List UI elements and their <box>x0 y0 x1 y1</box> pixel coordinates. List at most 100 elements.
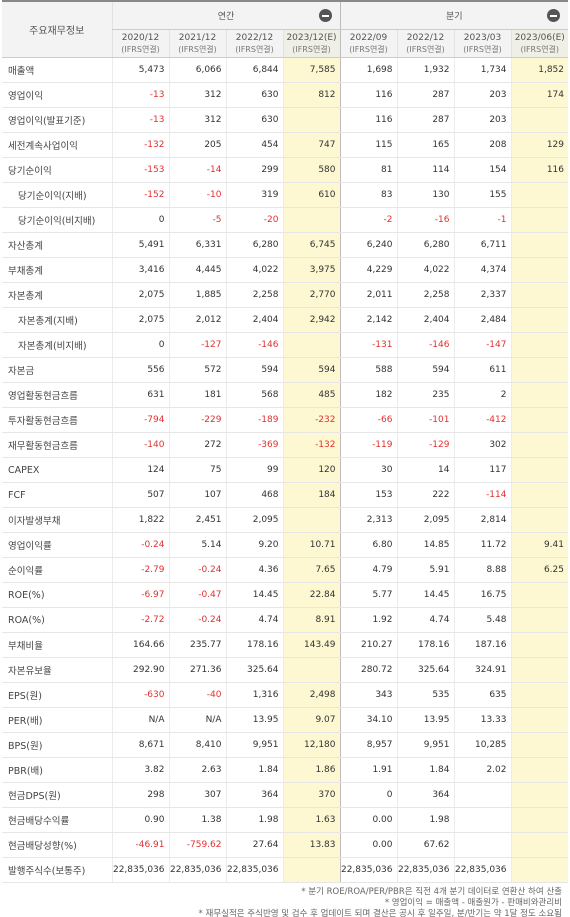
cell: 2,011 <box>339 282 397 308</box>
row-label: 영업활동현금흐름 <box>2 382 112 408</box>
cell <box>510 482 568 508</box>
cell: 14.85 <box>396 532 454 558</box>
cell: 812 <box>282 82 340 108</box>
cell: 8,671 <box>111 732 169 758</box>
row-label: 매출액 <box>2 57 112 83</box>
cell: 124 <box>111 457 169 483</box>
cell: 0.00 <box>339 832 397 858</box>
cell: 2.02 <box>453 757 511 783</box>
row-label: 자산총계 <box>2 232 112 258</box>
table-row: 영업이익률 -0.24 5.14 9.20 10.71 6.80 14.85 11.72 9.4… <box>2 532 568 558</box>
footnotes: * 분기 ROE/ROA/PER/PBR은 직전 4개 분기 데이터로 연환산 … <box>2 883 568 917</box>
row-label: 당기순이익 <box>2 157 112 183</box>
table-row: 자산총계 5,491 6,331 6,280 6,745 6,240 6,280 6,711 <box>2 232 568 258</box>
cell: 4,022 <box>225 257 283 283</box>
row-label: 현금DPS(원) <box>2 782 112 808</box>
cell: 370 <box>282 782 340 808</box>
cell: 22,835,036 <box>111 857 169 883</box>
cell <box>510 457 568 483</box>
cell: 187.16 <box>453 632 511 658</box>
table-row: 자본금 556 572 594 594 588 594 611 <box>2 357 568 383</box>
cell: -153 <box>111 157 169 183</box>
cell: 120 <box>282 457 340 483</box>
table-row: 현금DPS(원) 298 307 364 370 0 364 <box>2 782 568 808</box>
cell: 287 <box>396 82 454 108</box>
row-label: 당기순이익(비지배) <box>2 207 112 233</box>
cell: 2,484 <box>453 307 511 333</box>
table-row: 현금배당성향(%) -46.91 -759.62 27.64 13.83 0.00 67.6… <box>2 832 568 858</box>
cell: 4.79 <box>339 557 397 583</box>
row-label: 자본총계 <box>2 282 112 308</box>
cell: 4,229 <box>339 257 397 283</box>
cell: 324.91 <box>453 657 511 683</box>
cell: 1.63 <box>282 807 340 833</box>
cell: 6.25 <box>510 557 568 583</box>
table-row: 부채비율 164.66 235.77 178.16 143.49 210.27 178.16… <box>2 632 568 658</box>
table-title: 주요재무정보 <box>2 0 112 58</box>
cell: 99 <box>225 457 283 483</box>
cell <box>510 282 568 308</box>
cell: 2,258 <box>225 282 283 308</box>
table-row: 발행주식수(보통주) 22,835,036 22,835,036 22,835,036… <box>2 857 568 883</box>
column-period: 2023/06(E) <box>514 32 565 43</box>
cell: 2,095 <box>225 507 283 533</box>
cell <box>282 332 340 358</box>
table-row: PBR(배) 3.82 2.63 1.84 1.86 1.91 1.84 2.02 <box>2 757 568 783</box>
cell <box>282 507 340 533</box>
cell <box>510 207 568 233</box>
cell: 235.77 <box>168 632 226 658</box>
cell: 8,957 <box>339 732 397 758</box>
cell: 14 <box>396 457 454 483</box>
cell: 630 <box>225 107 283 133</box>
cell: 1,932 <box>396 57 454 83</box>
collapse-button[interactable] <box>547 9 560 22</box>
cell <box>510 757 568 783</box>
cell: 2,498 <box>282 682 340 708</box>
table-row: FCF 507 107 468 184 153 222 -114 <box>2 482 568 508</box>
row-label: 당기순이익(지배) <box>2 182 112 208</box>
cell: 4.74 <box>225 607 283 633</box>
cell: 178.16 <box>225 632 283 658</box>
cell: 117 <box>453 457 511 483</box>
column-header: 2021/12 (IFRS연결) <box>168 29 226 58</box>
cell: 5,491 <box>111 232 169 258</box>
row-label: 투자활동현금흐름 <box>2 407 112 433</box>
column-basis: (IFRS연결) <box>520 44 560 54</box>
cell: -127 <box>168 332 226 358</box>
cell: 2,075 <box>111 282 169 308</box>
cell: 30 <box>339 457 397 483</box>
cell: 81 <box>339 157 397 183</box>
collapse-button[interactable] <box>318 9 332 22</box>
cell: 203 <box>453 82 511 108</box>
column-period: 2023/12(E) <box>286 32 337 43</box>
cell: -20 <box>225 207 283 233</box>
cell: 2,095 <box>396 507 454 533</box>
cell: 115 <box>339 132 397 158</box>
cell: 181 <box>168 382 226 408</box>
cell: 8.91 <box>282 607 340 633</box>
cell <box>510 582 568 608</box>
cell: 1.98 <box>225 807 283 833</box>
cell: 9.20 <box>225 532 283 558</box>
row-label: 현금배당수익률 <box>2 807 112 833</box>
cell: 588 <box>339 357 397 383</box>
cell <box>510 507 568 533</box>
cell: 2,075 <box>111 307 169 333</box>
cell: 4.74 <box>396 607 454 633</box>
cell: -2.72 <box>111 607 169 633</box>
cell: -1 <box>453 207 511 233</box>
cell: 631 <box>111 382 169 408</box>
cell: 0.00 <box>339 807 397 833</box>
cell: 143.49 <box>282 632 340 658</box>
row-label: 자본총계(비지배) <box>2 332 112 358</box>
cell: 2,942 <box>282 307 340 333</box>
row-label: FCF <box>2 482 112 508</box>
cell: 2,142 <box>339 307 397 333</box>
cell: 114 <box>396 157 454 183</box>
cell: -146 <box>225 332 283 358</box>
cell: -13 <box>111 82 169 108</box>
table-row: 자본유보율 292.90 271.36 325.64 280.72 325.64 324.9… <box>2 657 568 683</box>
column-basis: (IFRS연결) <box>406 44 445 54</box>
cell: 12,180 <box>282 732 340 758</box>
cell <box>282 657 340 683</box>
